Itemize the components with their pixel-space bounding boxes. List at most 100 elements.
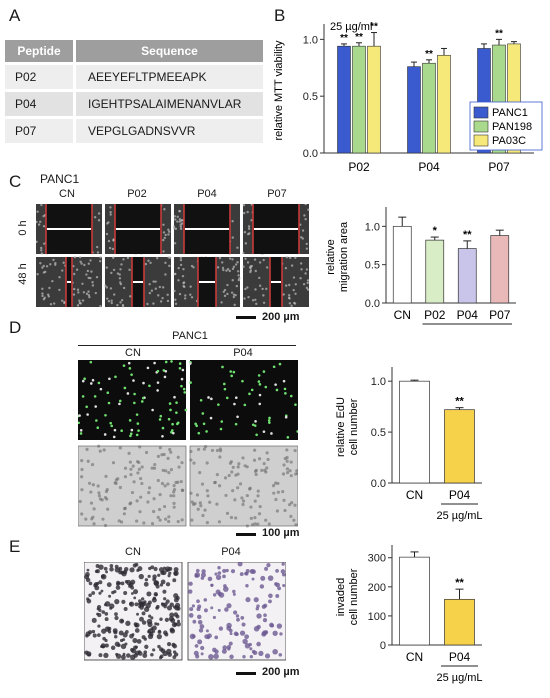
cell-dot — [130, 647, 135, 652]
cell-dot — [85, 634, 89, 638]
cell-dot — [160, 453, 164, 457]
cell-dot — [194, 644, 199, 648]
cell-dot — [40, 204, 43, 207]
bar — [444, 409, 475, 484]
cell-dot — [249, 266, 252, 270]
cell-dot — [88, 581, 93, 586]
cell-dot — [91, 629, 96, 634]
cell-dot — [231, 465, 235, 469]
cell-dot — [109, 421, 112, 425]
cell-dot — [104, 413, 107, 417]
cell-dot — [148, 282, 151, 286]
cell-dot — [78, 255, 82, 259]
cell-dot — [174, 227, 178, 231]
cell-dot — [110, 645, 116, 650]
cell-dot — [245, 524, 250, 528]
cell-dot — [105, 266, 108, 269]
cell-dot — [96, 484, 100, 488]
cell-dot — [99, 387, 103, 391]
cell-dot — [157, 644, 161, 649]
cell-dot — [167, 228, 170, 231]
x-tick-label: P04 — [449, 650, 471, 664]
cell-dot — [223, 476, 228, 480]
cell-dot — [205, 521, 209, 525]
legend-swatch — [473, 106, 489, 119]
cell-dot — [242, 251, 245, 255]
cell-dot — [162, 589, 167, 594]
cell-dot — [96, 426, 100, 429]
cell-dot — [294, 283, 297, 286]
cell-dot — [253, 448, 257, 452]
cell-dot — [306, 281, 309, 285]
table-row: P02 AEEYEFLTPMEEAPK — [5, 62, 263, 91]
cell-dot — [282, 498, 286, 502]
cell-dot — [245, 597, 251, 603]
cell-dot — [253, 597, 259, 603]
cell-dot — [133, 596, 137, 600]
cell-dot — [294, 292, 297, 295]
cell-dot — [178, 362, 182, 365]
cell-dot — [189, 458, 193, 462]
cell-dot — [294, 523, 298, 527]
cell-dot — [129, 473, 133, 477]
cell-dot — [305, 247, 309, 250]
c-col-label-cn: CN — [59, 188, 75, 200]
cell-dot — [36, 210, 39, 213]
cell-dot — [262, 258, 265, 262]
cell-dot — [213, 653, 219, 660]
cell-dot — [249, 647, 253, 651]
cell-dot — [266, 563, 271, 568]
cell-dot — [114, 634, 118, 639]
y-tick-label: 0.0 — [365, 298, 380, 310]
cell-dot — [86, 413, 89, 416]
cell-dot — [176, 455, 180, 459]
fluorescence-tile — [78, 360, 186, 440]
cell-dot — [268, 599, 272, 604]
cell-dot — [153, 361, 156, 365]
cell-dot — [223, 294, 227, 298]
cell-dot — [139, 616, 144, 622]
cell-dot — [98, 653, 103, 658]
cell-dot — [111, 590, 115, 595]
cell-dot — [176, 215, 179, 219]
cell-dot — [281, 572, 286, 577]
cell-dot — [198, 471, 202, 475]
cell-dot — [166, 293, 169, 297]
cell-dot — [199, 398, 203, 402]
y-tick-label: 0.0 — [371, 478, 386, 490]
cell-dot — [299, 262, 303, 265]
cell-dot — [167, 233, 170, 236]
cell-dot — [243, 403, 247, 407]
cell-dot — [261, 604, 266, 609]
cell-dot — [80, 475, 84, 479]
y-tick-label: 0.5 — [371, 427, 386, 439]
cell-dot — [232, 370, 236, 374]
cell-dot — [202, 447, 206, 451]
cell-dot — [275, 582, 281, 588]
bar — [490, 235, 510, 304]
cell-dot — [150, 466, 154, 470]
cell-dot — [235, 614, 240, 618]
cell-dot — [176, 621, 181, 627]
cell-dot — [143, 581, 149, 587]
cell-dot — [164, 469, 168, 473]
cell-dot — [148, 614, 152, 618]
cell-dot — [201, 513, 205, 518]
cell-dot — [250, 264, 253, 268]
cell-dot — [80, 467, 84, 472]
cell-dot — [166, 456, 170, 460]
cell-dot — [101, 517, 105, 521]
cell-dot — [257, 457, 262, 461]
cell-dot — [100, 589, 104, 593]
cell-dot — [133, 392, 136, 396]
cell-dot — [160, 579, 166, 585]
cell-dot — [179, 225, 183, 228]
cell-dot — [256, 522, 260, 526]
y-axis-label-line2: cell number — [348, 398, 360, 455]
cell-dot — [253, 258, 257, 261]
y-axis-label-line1: relative — [325, 239, 337, 274]
cell-dot — [231, 279, 234, 282]
cell-dot — [218, 256, 222, 260]
cell-dot — [91, 591, 96, 595]
cell-dot — [159, 414, 163, 418]
